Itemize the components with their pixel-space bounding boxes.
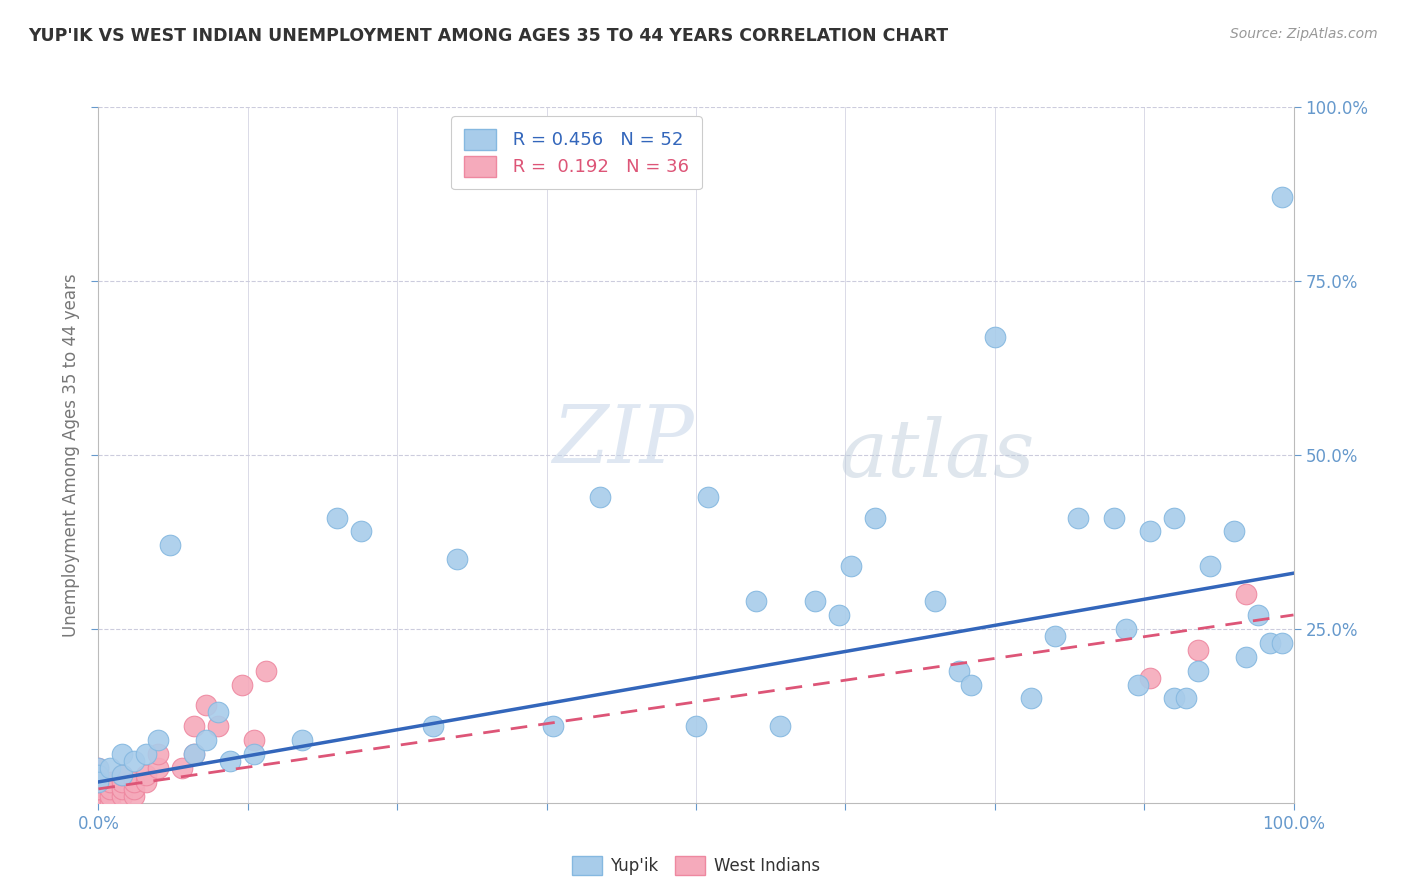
Point [1258, 636, 1281, 650]
Point [87, 796, 110, 810]
Point [124, 775, 146, 789]
Point [87, 775, 110, 789]
Point [254, 664, 277, 678]
Point [183, 747, 205, 761]
Point [291, 733, 314, 747]
Point [326, 510, 349, 524]
Point [1067, 510, 1090, 524]
Point [98, 775, 122, 789]
Point [87, 789, 110, 803]
Point [98, 789, 122, 803]
Point [959, 677, 981, 691]
Point [135, 768, 157, 782]
Point [124, 789, 146, 803]
Point [87, 781, 110, 796]
Point [207, 719, 229, 733]
Point [589, 490, 612, 504]
Point [135, 747, 157, 761]
Point [685, 719, 707, 733]
Point [1234, 649, 1257, 664]
Text: ZIP: ZIP [553, 402, 695, 480]
Point [1187, 642, 1209, 657]
Point [98, 796, 122, 810]
Point [1163, 691, 1185, 706]
Point [1163, 510, 1185, 524]
Point [87, 775, 110, 789]
Point [1043, 629, 1066, 643]
Point [87, 768, 110, 782]
Point [111, 789, 134, 803]
Point [87, 789, 110, 803]
Point [350, 524, 373, 539]
Point [948, 664, 970, 678]
Point [111, 781, 134, 796]
Point [697, 490, 720, 504]
Point [98, 761, 122, 775]
Y-axis label: Unemployment Among Ages 35 to 44 years: Unemployment Among Ages 35 to 44 years [62, 273, 80, 637]
Point [243, 733, 266, 747]
Point [219, 754, 242, 768]
Text: Source: ZipAtlas.com: Source: ZipAtlas.com [1230, 27, 1378, 41]
Point [87, 761, 110, 775]
Point [804, 594, 827, 608]
Point [194, 698, 218, 713]
Point [172, 761, 194, 775]
Point [1139, 671, 1161, 685]
Point [111, 768, 134, 782]
Point [98, 781, 122, 796]
Point [1128, 677, 1150, 691]
Point [124, 781, 146, 796]
Legend: Yup'ik, West Indians: Yup'ik, West Indians [562, 846, 830, 885]
Point [1102, 510, 1125, 524]
Point [1246, 607, 1268, 622]
Point [111, 775, 134, 789]
Point [135, 775, 157, 789]
Point [1222, 524, 1246, 539]
Point [1187, 664, 1209, 678]
Point [87, 761, 110, 775]
Point [87, 796, 110, 810]
Point [924, 594, 946, 608]
Point [745, 594, 768, 608]
Point [1198, 559, 1220, 574]
Point [1271, 636, 1294, 650]
Point [87, 796, 110, 810]
Point [111, 768, 134, 782]
Point [87, 781, 110, 796]
Point [828, 607, 851, 622]
Point [231, 677, 253, 691]
Point [841, 559, 863, 574]
Point [1019, 691, 1042, 706]
Point [1139, 524, 1161, 539]
Point [87, 768, 110, 782]
Point [541, 719, 564, 733]
Point [1115, 622, 1137, 636]
Point [768, 719, 790, 733]
Point [148, 761, 170, 775]
Point [148, 747, 170, 761]
Point [1271, 190, 1294, 204]
Point [183, 719, 205, 733]
Point [183, 747, 205, 761]
Point [194, 733, 218, 747]
Point [984, 329, 1007, 343]
Point [148, 733, 170, 747]
Point [422, 719, 444, 733]
Point [1175, 691, 1198, 706]
Point [207, 706, 229, 720]
Point [243, 747, 266, 761]
Point [1234, 587, 1257, 601]
Point [159, 538, 181, 552]
Point [124, 754, 146, 768]
Point [111, 747, 134, 761]
Text: YUP'IK VS WEST INDIAN UNEMPLOYMENT AMONG AGES 35 TO 44 YEARS CORRELATION CHART: YUP'IK VS WEST INDIAN UNEMPLOYMENT AMONG… [28, 27, 948, 45]
Point [446, 552, 468, 566]
Point [863, 510, 887, 524]
Text: atlas: atlas [839, 417, 1035, 493]
